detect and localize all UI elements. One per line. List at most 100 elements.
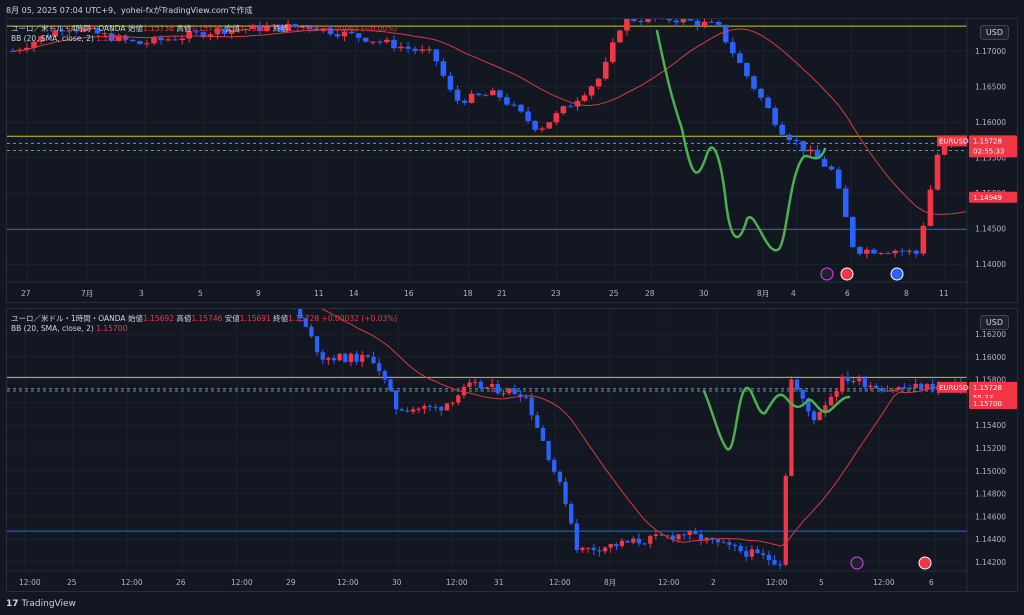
time-tick-label: 12:00 (766, 578, 788, 587)
candle-body (497, 90, 503, 98)
ohlc-legend-4h: ユーロ／米ドル・4時間・OANDA 始値1.15736 高値1.15736 安値… (11, 24, 398, 33)
candle-body (382, 371, 387, 380)
candle-body (727, 542, 732, 545)
price-tick-label: 1.15800 (975, 376, 1006, 385)
candle-body (130, 39, 136, 42)
candle-body (546, 440, 551, 460)
candle-body (871, 249, 877, 254)
candle-body (518, 104, 524, 112)
chart-pane-1h[interactable]: 1.162001.160001.158001.156001.154001.152… (6, 308, 1019, 593)
candle-body (557, 471, 563, 482)
time-tick-label: 12:00 (121, 578, 143, 587)
symbol-tag-label: EURUSD (939, 384, 968, 392)
candle-body (450, 402, 455, 404)
candle-body (422, 406, 427, 409)
candle-body (569, 504, 574, 524)
candle-body (708, 21, 715, 23)
candle-body (892, 250, 898, 254)
candle-body (426, 49, 433, 51)
candle-body (433, 49, 440, 62)
candle-body (619, 540, 625, 547)
candle-body (250, 25, 256, 29)
candle-body (738, 545, 743, 552)
candle-body (52, 30, 58, 37)
candle-body (172, 39, 178, 41)
candle-body (461, 100, 468, 103)
candle-body (553, 113, 560, 123)
time-tick-label: 30 (392, 578, 402, 587)
candle-body (648, 535, 653, 544)
candle-body (580, 547, 585, 550)
candle-body (360, 354, 365, 362)
candle-body (811, 411, 817, 421)
candle-body (840, 376, 845, 392)
candle-body (814, 149, 821, 159)
candle-body (391, 39, 397, 49)
candle-body (523, 397, 529, 399)
chart-canvas-4h[interactable]: 1.170001.165001.160001.155001.150001.145… (7, 19, 1019, 304)
bb-legend-4h: BB (20, SMA, close, 2) 1.14949 (11, 34, 128, 43)
candle-body (518, 394, 523, 398)
candle-body (341, 31, 348, 37)
time-tick-label: 26 (176, 578, 186, 587)
candle-body (789, 379, 794, 476)
candle-body (405, 46, 411, 49)
candle-body (214, 28, 221, 35)
price-tick-label: 1.16000 (975, 118, 1006, 127)
candle-body (828, 396, 834, 406)
time-tick-label: 12:00 (549, 578, 571, 587)
candle-body (761, 553, 766, 555)
candle-body (468, 93, 475, 103)
candle-body (730, 42, 736, 54)
last-price-label: 1.15728 (973, 137, 1002, 145)
candle-body (94, 28, 101, 34)
candle-body (299, 26, 305, 28)
candle-body (348, 353, 354, 363)
candle-body (927, 189, 934, 226)
time-tick-label: 11 (939, 289, 949, 298)
candle-body (440, 61, 447, 76)
candle-body (482, 95, 489, 97)
candle-body (444, 403, 450, 411)
candle-body (602, 61, 609, 79)
candle-body (242, 28, 249, 30)
time-tick-label: 12:00 (446, 578, 468, 587)
candle-body (398, 46, 404, 49)
candle-body (567, 106, 574, 108)
candle-body (682, 534, 687, 536)
us-flag-icon (840, 267, 854, 281)
ohlc-legend-1h: ユーロ／米ドル・1時間・OANDA 始値1.15692 高値1.15746 安値… (11, 314, 398, 323)
candle-body (10, 50, 16, 52)
candle-body (625, 540, 630, 543)
time-tick-label: 5 (819, 578, 824, 587)
bb-legend-1h: BB (20, SMA, close, 2) 1.15700 (11, 324, 128, 333)
currency-button-1h[interactable]: USD (979, 315, 1009, 330)
candle-body (645, 19, 651, 22)
candle-body (749, 549, 755, 557)
time-tick-label: 9 (256, 289, 261, 298)
candle-body (610, 42, 616, 62)
drawn-wave-line (702, 386, 851, 451)
globe-icon (890, 267, 904, 281)
candle-body (539, 128, 545, 130)
candle-body (574, 100, 581, 107)
price-tick-label: 1.14500 (975, 225, 1006, 234)
candle-body (512, 388, 517, 395)
tradingview-logo-icon: 17 (6, 599, 19, 609)
currency-button-4h[interactable]: USD (979, 25, 1009, 40)
candle-body (907, 387, 913, 389)
candle-body (115, 35, 122, 41)
time-tick-label: 5 (198, 289, 203, 298)
chart-pane-4h[interactable]: 1.170001.165001.160001.155001.150001.145… (6, 18, 1019, 304)
candle-body (778, 564, 783, 566)
candle-body (540, 427, 546, 441)
candle-body (722, 24, 729, 43)
candle-body (744, 62, 750, 77)
bb-price-tag (969, 398, 1017, 410)
chart-canvas-1h[interactable]: 1.162001.160001.158001.156001.154001.152… (7, 309, 1019, 593)
time-tick-label: 8月 (757, 289, 769, 298)
time-tick-label: 28 (645, 289, 655, 298)
candle-body (490, 383, 495, 388)
candle-body (66, 30, 73, 32)
price-tick-label: 1.14000 (975, 260, 1006, 269)
